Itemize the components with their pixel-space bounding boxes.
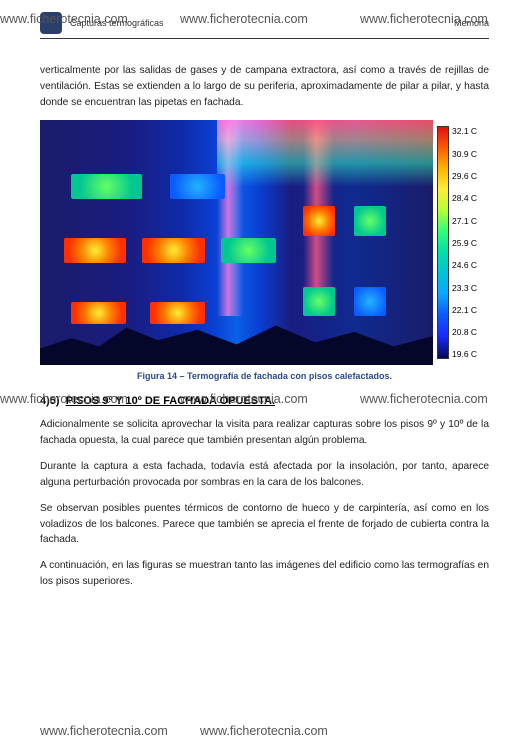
scale-label: 22.1 C (452, 305, 489, 315)
scale-label: 23.3 C (452, 283, 489, 293)
figure-thermograph: 32.1 C 30.9 C 29.6 C 28.4 C 27.1 C 25.9 C 24.6… (40, 120, 489, 365)
thermograph-image (40, 120, 433, 365)
scale-label: 25.9 C (452, 238, 489, 248)
thermal-window (354, 287, 385, 316)
scale-label: 28.4 C (452, 193, 489, 203)
thermal-window (142, 238, 205, 263)
body-paragraph: Se observan posibles puentes térmicos de… (40, 501, 489, 548)
thermal-window (221, 238, 276, 263)
body-paragraph: Adicionalmente se solicita aprovechar la… (40, 417, 489, 449)
thermal-window (303, 206, 334, 235)
scale-label: 19.6 C (452, 349, 489, 359)
scale-label: 27.1 C (452, 216, 489, 226)
body-paragraph: A continuación, en las figuras se muestr… (40, 558, 489, 590)
figure-caption: Figura 14 – Termografía de fachada con p… (40, 371, 489, 381)
scale-label: 30.9 C (452, 149, 489, 159)
thermal-window (303, 287, 334, 316)
thermal-window (150, 302, 205, 324)
thermal-window (170, 174, 225, 199)
page-header: Capturas termográficas Memoria (40, 12, 489, 39)
footer-right: www.ficherotecnia.com (200, 724, 328, 738)
section-title: PISOS 9º Y 10º DE FACHADA OPUESTA. (66, 395, 275, 407)
temperature-scale: 32.1 C 30.9 C 29.6 C 28.4 C 27.1 C 25.9 C 24.6… (433, 120, 489, 365)
section-heading: 4)5) PISOS 9º Y 10º DE FACHADA OPUESTA. (40, 395, 489, 407)
thermal-window (71, 174, 142, 199)
intro-paragraph: verticalmente por las salidas de gases y… (40, 63, 489, 110)
scale-label: 20.8 C (452, 327, 489, 337)
thermal-window (64, 238, 127, 263)
header-section: Memoria (454, 18, 489, 28)
thermal-window (354, 206, 385, 235)
doc-title: Capturas termográficas (70, 18, 164, 28)
thermal-window (71, 302, 126, 324)
body-paragraph: Durante la captura a esta fachada, todav… (40, 459, 489, 491)
scale-gradient-bar (437, 126, 449, 359)
logo-icon (40, 12, 62, 34)
scale-label: 29.6 C (452, 171, 489, 181)
scale-label: 32.1 C (452, 126, 489, 136)
scale-label: 24.6 C (452, 260, 489, 270)
footer-left: www.ficherotecnia.com (40, 724, 168, 738)
section-number: 4)5) (40, 395, 60, 407)
